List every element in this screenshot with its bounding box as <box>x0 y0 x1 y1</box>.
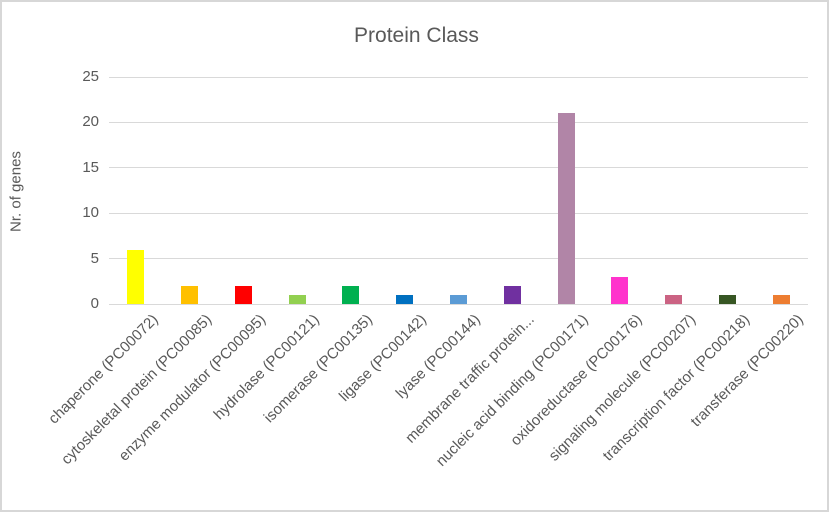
bar <box>718 294 736 304</box>
gridline <box>109 121 808 123</box>
y-axis-title: Nr. of genes <box>7 151 25 232</box>
bar <box>450 294 467 304</box>
bar <box>288 294 306 304</box>
gridline <box>109 303 808 305</box>
chart-title: Protein Class <box>354 24 479 47</box>
bar <box>665 294 683 304</box>
bar <box>396 294 414 304</box>
plot-area <box>109 76 808 305</box>
gridline <box>109 76 808 78</box>
y-tick-label: 0 <box>90 295 99 312</box>
bar <box>234 285 252 304</box>
y-tick-label: 10 <box>82 204 99 222</box>
y-tick-label: 20 <box>82 113 99 131</box>
bar <box>503 285 521 304</box>
bar <box>772 294 790 304</box>
bar <box>181 285 199 304</box>
bar <box>342 285 360 304</box>
gridline <box>109 167 808 169</box>
y-tick-label: 5 <box>90 249 99 267</box>
bar <box>557 113 575 304</box>
bar <box>127 249 145 304</box>
y-tick-label: 15 <box>82 158 99 176</box>
gridline <box>109 258 808 260</box>
y-tick-label: 25 <box>82 68 99 85</box>
bar <box>611 276 629 304</box>
gridline <box>109 212 808 214</box>
